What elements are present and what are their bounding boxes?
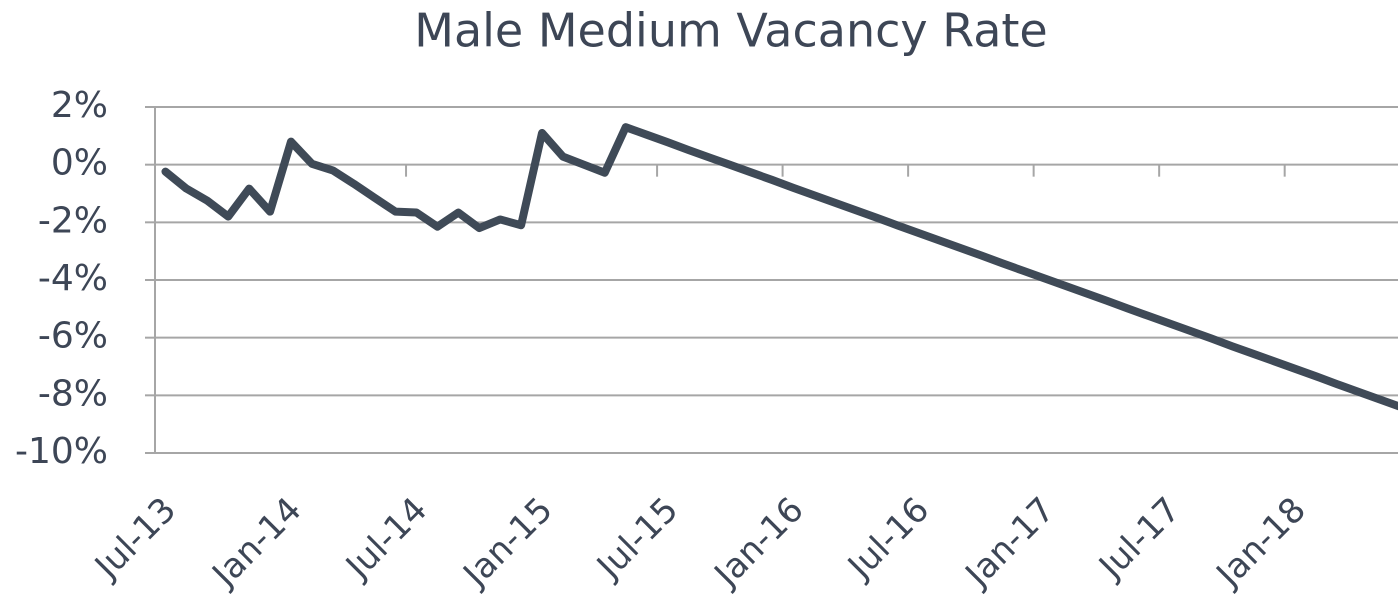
x-tick-label: Jan-14 (204, 490, 310, 596)
x-tick-label: Jan-15 (455, 490, 561, 596)
x-tick-label: Jul-17 (1090, 490, 1188, 588)
data-line (161, 123, 1398, 411)
y-tick-label: -6% (38, 316, 108, 357)
y-tick-label: -4% (38, 258, 108, 299)
y-tick-label: -2% (38, 200, 108, 241)
x-tick-label: Jan-18 (1208, 490, 1314, 596)
y-tick-label: -10% (15, 431, 108, 472)
chart-title: Male Medium Vacancy Rate (414, 4, 1047, 58)
x-tick-label: Jul-15 (588, 490, 686, 588)
x-tick-label: Jan-16 (706, 490, 812, 596)
x-tick-label: Jul-13 (86, 490, 184, 588)
y-tick-label: 0% (51, 143, 108, 184)
x-tick-label: Jul-14 (337, 490, 435, 588)
x-tick-label: Jul-16 (839, 490, 937, 588)
y-tick-label: 2% (51, 85, 108, 126)
x-tick-label: Jan-17 (957, 490, 1063, 596)
y-tick-label: -8% (38, 373, 108, 414)
